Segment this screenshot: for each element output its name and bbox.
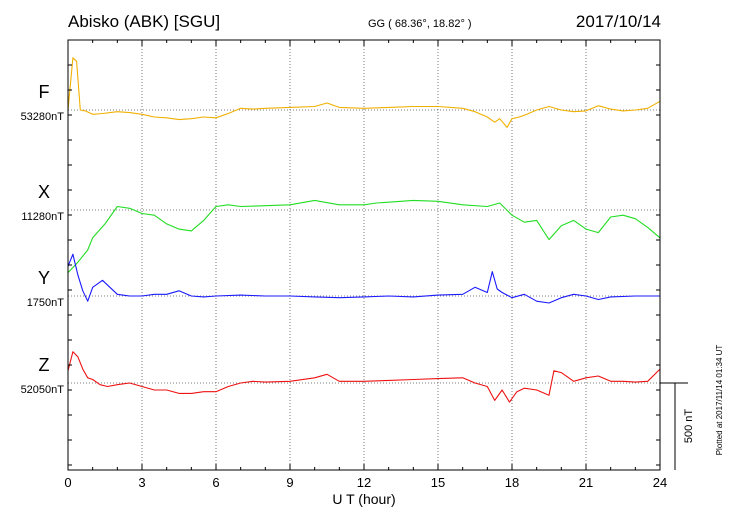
x-axis-label: U T (hour) [332,491,395,507]
x-tick-label: 15 [431,475,445,490]
series-line-y [67,253,660,304]
series-line-x [67,199,661,273]
plot-frame [67,39,661,471]
series-line-f [67,57,661,128]
series-name-y: Y [38,268,50,288]
x-tick-label: 12 [357,475,371,490]
scale-bar-label: 500 nT [683,409,695,444]
scale-bar: 500 nT [660,382,695,470]
series-baseline-y: 1750nT [27,297,65,309]
x-tick-label: 6 [212,475,219,490]
station-title: Abisko (ABK) [SGU] [68,12,220,31]
station-coords: GG ( 68.36°, 18.82° ) [368,18,472,30]
series-baseline-x: 11280nT [21,211,64,223]
series-line-z [67,351,661,403]
series-layer: F 53280nT X 11280nT Y 1750nT Z 52050nT [21,57,661,403]
series-baseline-z: 52050nT [21,384,65,396]
plotted-timestamp: Plotted at 2017/11/14 01:34 UT [715,345,724,456]
grid-lines [68,40,660,470]
series-name-x: X [38,182,50,202]
x-tick-label: 21 [579,475,593,490]
series-name-f: F [39,82,50,102]
series-name-z: Z [39,355,50,375]
x-axis-ticks: 0 3 6 9 12 15 18 21 24 [64,40,667,490]
chart-date: 2017/10/14 [576,12,661,31]
x-tick-label: 18 [505,475,519,490]
x-tick-label: 3 [138,475,145,490]
x-tick-label: 9 [286,475,293,490]
series-baseline-f: 53280nT [21,111,65,123]
x-tick-label: 24 [653,475,667,490]
x-tick-label: 0 [64,475,71,490]
